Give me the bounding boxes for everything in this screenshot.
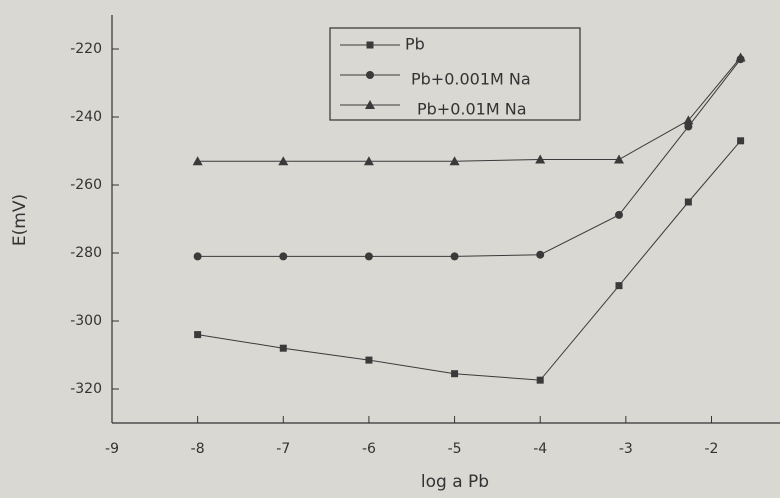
marker [365,357,372,364]
marker [280,345,287,352]
x-tick-label: -6 [362,441,376,457]
marker [537,377,544,384]
legend-label: Pb [405,35,425,54]
x-tick-label: -9 [105,441,119,457]
y-tick-label: -260 [70,177,102,193]
marker [451,252,459,260]
marker [536,251,544,259]
marker [194,252,202,260]
x-axis-label: log a Pb [421,472,489,492]
y-axis-label: E(mV) [10,194,30,246]
marker [451,370,458,377]
marker [615,282,622,289]
marker [685,199,692,206]
x-tick-label: -8 [191,441,205,457]
y-tick-label: -240 [70,109,102,125]
y-tick-label: -220 [70,41,102,57]
legend-label: Pb+0.01M Na [417,100,527,119]
x-tick-label: -7 [276,441,290,457]
legend-marker [366,71,374,79]
y-tick-label: -320 [70,381,102,397]
legend-marker [367,42,374,49]
x-tick-label: -5 [448,441,462,457]
marker [194,331,201,338]
chart: log a Pb E(mV) -9 -8 -7 -6 -5 -4 -3 -2 -320 -300 -… [0,0,780,498]
legend-label: Pb+0.001M Na [411,70,531,89]
marker [279,252,287,260]
y-tick-label: -300 [70,313,102,329]
x-tick-label: -3 [619,441,633,457]
marker [365,252,373,260]
x-tick-label: -4 [533,441,547,457]
y-tick-label: -280 [70,245,102,261]
marker [737,137,744,144]
marker [615,211,623,219]
x-tick-label: -2 [705,441,719,457]
